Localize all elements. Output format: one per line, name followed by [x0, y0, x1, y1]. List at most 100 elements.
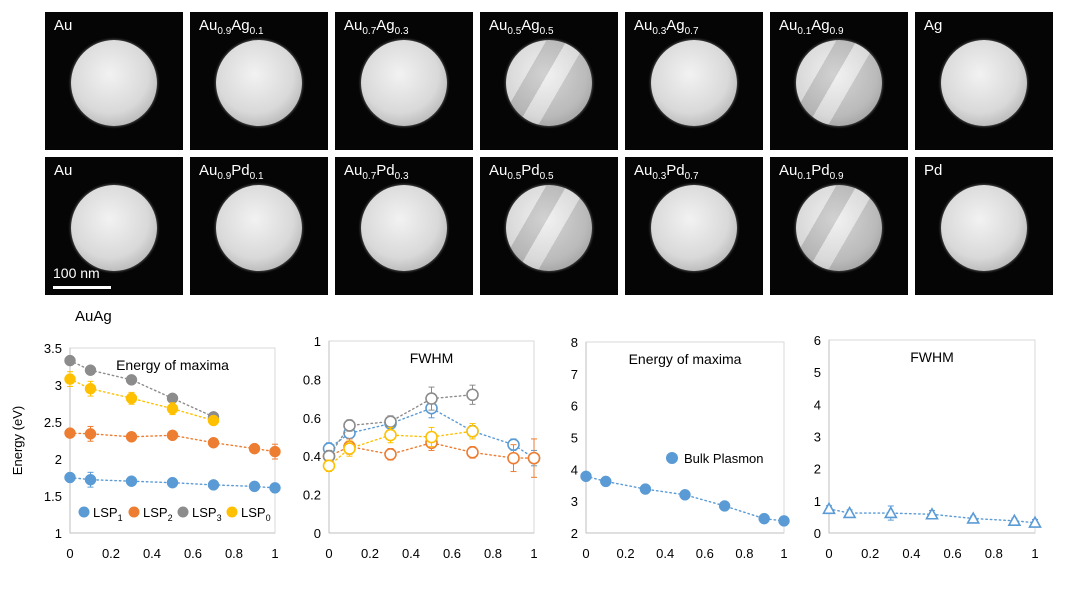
y-tick-label: 0.6	[303, 411, 321, 426]
x-tick-label: 1	[780, 546, 787, 561]
nanoparticle	[216, 40, 302, 126]
data-point	[883, 505, 898, 519]
data-point	[207, 479, 220, 491]
x-tick-label: 0.6	[944, 546, 962, 561]
chart-panel: 1 1.5 2 2.5 3 3.5 0 0.2 0.4 0.6 0.8 1 Energy of maxi…	[10, 341, 281, 561]
micrograph-tile: Au0.3Pd0.7	[625, 157, 763, 295]
data-point	[580, 470, 592, 483]
y-tick-label: 7	[571, 367, 578, 382]
y-tick-label: 3.5	[44, 341, 62, 356]
data-point	[64, 471, 76, 484]
composition-label: Au	[54, 162, 73, 179]
legend-label: LSP3	[192, 505, 222, 523]
legend-marker	[78, 506, 90, 518]
chart-title: FWHM	[410, 350, 454, 366]
data-point	[207, 414, 220, 427]
y-tick-label: 5	[814, 365, 821, 380]
composition-label: Au0.3Pd0.7	[634, 162, 699, 182]
data-point	[1028, 515, 1042, 528]
legend-label-main: LSP	[93, 505, 118, 520]
composition-label: Au0.9Ag0.1	[199, 17, 264, 37]
data-point	[343, 419, 356, 432]
scale-bar	[53, 286, 111, 289]
data-point	[166, 476, 179, 489]
nanoparticle	[361, 40, 447, 126]
x-tick-label: 0.4	[902, 546, 920, 561]
data-point	[64, 354, 76, 367]
x-tick-label: 0.6	[443, 546, 461, 561]
data-point	[84, 364, 97, 376]
data-point	[639, 483, 652, 495]
chart-title: Energy of maxima	[116, 357, 229, 373]
micrograph-tile: Au	[45, 12, 183, 150]
y-tick-label: 0.2	[303, 488, 321, 503]
chart-panel: 0 1 2 3 4 5 6 0 0.2 0.4 0.6 0.8 1 FWHM	[814, 333, 1042, 561]
legend-label-sub: 2	[168, 513, 173, 523]
data-point	[842, 505, 857, 519]
legend-marker	[128, 506, 140, 518]
legend-marker	[226, 506, 238, 518]
composition-label: Pd	[924, 162, 943, 179]
x-tick-label: 0.6	[696, 546, 714, 561]
micrograph-tile: Au0.5Pd0.5	[480, 157, 618, 295]
data-point	[425, 392, 438, 405]
legend-label: Bulk Plasmon	[684, 451, 763, 466]
composition-label: Au	[54, 17, 73, 34]
x-tick-label: 1	[271, 546, 278, 561]
data-point	[778, 515, 790, 527]
x-tick-label: 0.8	[484, 546, 502, 561]
micrograph-tile: Au0.1Pd0.9	[770, 157, 908, 295]
micrograph-tile: Pd	[915, 157, 1053, 295]
x-tick-label: 0.4	[656, 546, 674, 561]
x-tick-label: 0.2	[102, 546, 120, 561]
y-tick-label: 4	[571, 462, 578, 477]
y-tick-label: 2	[571, 526, 578, 541]
data-point	[925, 507, 939, 520]
data-point	[758, 512, 770, 525]
data-point	[207, 436, 220, 449]
y-tick-label: 5	[571, 431, 578, 446]
data-point	[84, 473, 97, 486]
panel-label: AuAg	[75, 308, 112, 325]
nanoparticle	[796, 40, 882, 126]
data-point	[718, 500, 731, 512]
nanoparticle	[941, 40, 1027, 126]
composition-label: Au0.1Pd0.9	[779, 162, 844, 182]
nanoparticle	[361, 185, 447, 271]
scale-bar-label: 100 nm	[53, 265, 100, 281]
micrograph-tile: Ag	[915, 12, 1053, 150]
micrograph-tile: Au0.7Ag0.3	[335, 12, 473, 150]
micrograph-tile: Au0.9Ag0.1	[190, 12, 328, 150]
nanoparticle	[71, 185, 157, 271]
y-tick-label: 4	[814, 397, 821, 412]
micrograph-grid: Au Au0.9Ag0.1 Au0.7Ag0.3 Au0.5Ag0.5 Au0.3Ag0…	[45, 12, 1053, 295]
x-tick-label: 1	[1031, 546, 1038, 561]
x-tick-label: 0.6	[184, 546, 202, 561]
composition-label: Ag	[924, 17, 943, 34]
data-point	[125, 392, 138, 405]
x-tick-label: 0.8	[225, 546, 243, 561]
x-tick-label: 1	[530, 546, 537, 561]
data-point	[125, 431, 138, 443]
y-tick-label: 3	[55, 378, 62, 393]
composition-label: Au0.7Pd0.3	[344, 162, 409, 182]
data-point	[527, 451, 541, 465]
chart-title: FWHM	[910, 349, 954, 365]
plot-frame	[828, 339, 1036, 534]
legend-label-main: LSP	[143, 505, 168, 520]
x-tick-label: 0	[325, 546, 332, 561]
chart-title: Energy of maxima	[629, 351, 742, 367]
nanoparticle	[941, 185, 1027, 271]
composition-label: Au0.3Ag0.7	[634, 17, 699, 37]
x-tick-label: 0.4	[143, 546, 161, 561]
data-point	[64, 373, 76, 385]
legend-marker	[177, 506, 189, 518]
micrograph-tile: Au0.3Ag0.7	[625, 12, 763, 150]
x-tick-label: 0	[66, 546, 73, 561]
composition-label: Au0.5Ag0.5	[489, 17, 554, 37]
x-tick-label: 0.8	[985, 546, 1003, 561]
y-tick-label: 0.8	[303, 372, 321, 387]
y-tick-label: 1	[814, 494, 821, 509]
micrograph-tile: Au0.7Pd0.3	[335, 157, 473, 295]
composition-label: Au0.1Ag0.9	[779, 17, 844, 37]
